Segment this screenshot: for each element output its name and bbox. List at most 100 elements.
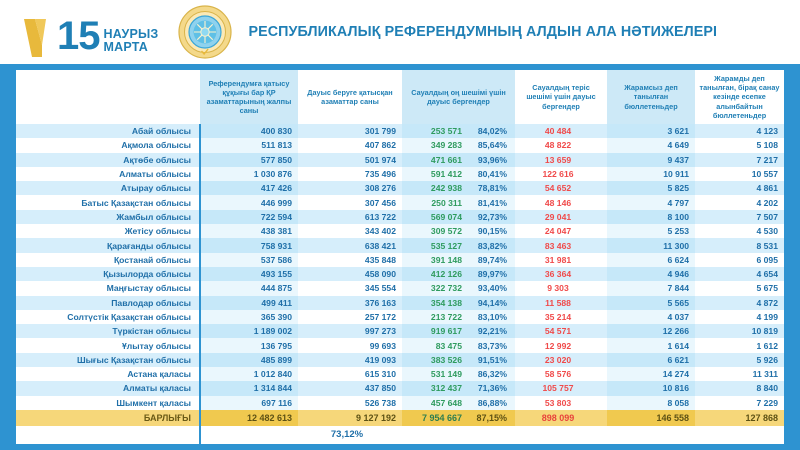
- cell-participated: 307 456: [298, 195, 402, 210]
- logo-month-words: НАУРЫЗ МАРТА: [104, 28, 159, 54]
- cell-participated: 437 850: [298, 381, 402, 396]
- cell-yes: 250 311: [402, 195, 468, 210]
- cell-invalid: 4 797: [607, 195, 695, 210]
- cell-yes_pct: 83,73%: [468, 338, 515, 353]
- cell-invalid: 8 100: [607, 209, 695, 225]
- cell-participated: 997 273: [298, 324, 402, 339]
- cell-yes: 531 149: [402, 367, 468, 382]
- cell-no: 11 588: [515, 295, 607, 310]
- cell-yes: 471 661: [402, 152, 468, 167]
- cell-uncounted: 10 557: [695, 166, 784, 182]
- page-title: РЕСПУБЛИКАЛЫҚ РЕФЕРЕНДУМНЫҢ АЛДЫН АЛА НӘ…: [248, 24, 718, 40]
- cell-no: 54 571: [515, 324, 607, 339]
- cell-no: 48 146: [515, 195, 607, 210]
- cell-uncounted: 7 217: [695, 152, 784, 167]
- cell-eligible: 438 381: [200, 224, 298, 239]
- cell-eligible: 537 586: [200, 252, 298, 267]
- cell-region: Абай облысы: [16, 124, 201, 139]
- cell-invalid: 10 911: [607, 166, 695, 182]
- cell-uncounted: 4 199: [695, 309, 784, 325]
- cell-invalid: 4 037: [607, 309, 695, 325]
- turnout-spacer: [515, 425, 607, 444]
- table-row: Солтүстік Қазақстан облысы 365 390 257 172…: [16, 309, 784, 325]
- cell-region: Ұлытау облысы: [16, 338, 201, 353]
- cell-yes: 83 475: [402, 338, 468, 353]
- table-row: Батыс Қазақстан облысы 446 999 307 456 250 …: [16, 195, 784, 210]
- cell-yes_pct: 90,15%: [468, 224, 515, 239]
- turnout-spacer-region: [16, 425, 201, 444]
- cell-yes: 349 283: [402, 138, 468, 153]
- cell-eligible: 577 850: [200, 152, 298, 167]
- cell-uncounted: 5 926: [695, 352, 784, 368]
- cell-no: 23 020: [515, 352, 607, 368]
- cell-yes_pct: 78,81%: [468, 181, 515, 196]
- cell-invalid: 14 274: [607, 367, 695, 382]
- cell-yes_pct: 93,96%: [468, 152, 515, 167]
- table-row: Маңғыстау облысы 444 875 345 554 322 732 93,…: [16, 281, 784, 296]
- cell-yes: 322 732: [402, 281, 468, 296]
- cell-yes_pct: 91,51%: [468, 352, 515, 368]
- cell-region: Маңғыстау облысы: [16, 281, 201, 296]
- cell-no: 13 659: [515, 152, 607, 167]
- cell-participated: 613 722: [298, 209, 402, 225]
- cell-region: Жетісу облысы: [16, 224, 201, 239]
- column-header-yes-votes: Сауалдың оң шешімі үшін дауыс бергендер: [402, 70, 515, 124]
- cell-no: 9 303: [515, 281, 607, 296]
- cell-region: Шымкент қаласы: [16, 395, 201, 410]
- cell-no: 54 652: [515, 181, 607, 196]
- cell-yes_pct: 89,74%: [468, 252, 515, 267]
- cell-yes: 391 148: [402, 252, 468, 267]
- cell-yes_pct: 92,21%: [468, 324, 515, 339]
- logo-month-ru: МАРТА: [103, 40, 148, 54]
- cell-uncounted: 1 612: [695, 338, 784, 353]
- cell-no: 24 047: [515, 224, 607, 239]
- turnout-spacer-eligible: [200, 425, 298, 444]
- cell-uncounted: 8 531: [695, 238, 784, 253]
- logo-month-kk: НАУРЫЗ: [103, 27, 159, 41]
- table-row: Алматы облысы 1 030 876 735 496 591 412 80,4…: [16, 166, 784, 182]
- cell-yes: 354 138: [402, 295, 468, 310]
- cell-participated: 257 172: [298, 309, 402, 325]
- cell-participated: 735 496: [298, 166, 402, 182]
- cell-no: 29 041: [515, 209, 607, 225]
- cell-yes: 253 571: [402, 124, 468, 139]
- cell-yes_pct: 71,36%: [468, 381, 515, 396]
- cell-yes_pct: 93,40%: [468, 281, 515, 296]
- table-row: Ұлытау облысы 136 795 99 693 83 475 83,73% 12…: [16, 338, 784, 353]
- cell-yes_pct: 86,32%: [468, 367, 515, 382]
- cell-yes_pct: 80,41%: [468, 166, 515, 182]
- cell-yes_pct: 89,97%: [468, 266, 515, 282]
- table-row: Шымкент қаласы 697 116 526 738 457 648 86,88…: [16, 395, 784, 410]
- turnout-spacer: [468, 425, 515, 444]
- cell-invalid: 10 816: [607, 381, 695, 396]
- cell-yes: 213 722: [402, 309, 468, 325]
- cell-region: Солтүстік Қазақстан облысы: [16, 309, 201, 325]
- cell-region: Алматы облысы: [16, 166, 201, 182]
- table-row: Қостанай облысы 537 586 435 848 391 148 89,7…: [16, 252, 784, 267]
- cell-no: 105 757: [515, 381, 607, 396]
- cell-region: Атырау облысы: [16, 181, 201, 196]
- cell-participated: 526 738: [298, 395, 402, 410]
- cell-uncounted: 6 095: [695, 252, 784, 267]
- total-cell-region: БАРЛЫҒЫ: [16, 409, 201, 426]
- results-table-frame: Референдумға қатысу құқығы бар ҚР азамат…: [13, 70, 787, 444]
- cell-invalid: 11 300: [607, 238, 695, 253]
- cell-yes: 312 437: [402, 381, 468, 396]
- table-total-row: БАРЛЫҒЫ 12 482 613 9 127 192 7 954 667 87,15…: [16, 409, 784, 426]
- cell-no: 12 992: [515, 338, 607, 353]
- cell-eligible: 444 875: [200, 281, 298, 296]
- cell-participated: 345 554: [298, 281, 402, 296]
- cell-invalid: 1 614: [607, 338, 695, 353]
- cell-invalid: 4 649: [607, 138, 695, 153]
- table-row: Ақтөбе облысы 577 850 501 974 471 661 93,96%…: [16, 152, 784, 167]
- total-cell-uncounted: 127 868: [695, 409, 784, 426]
- cell-uncounted: 4 861: [695, 181, 784, 196]
- cell-yes: 919 617: [402, 324, 468, 339]
- cell-invalid: 5 565: [607, 295, 695, 310]
- cell-eligible: 136 795: [200, 338, 298, 353]
- cell-eligible: 499 411: [200, 295, 298, 310]
- cell-region: Жамбыл облысы: [16, 209, 201, 225]
- cell-eligible: 1 012 840: [200, 367, 298, 382]
- cell-eligible: 400 830: [200, 124, 298, 139]
- table-row: Павлодар облысы 499 411 376 163 354 138 94,1…: [16, 295, 784, 310]
